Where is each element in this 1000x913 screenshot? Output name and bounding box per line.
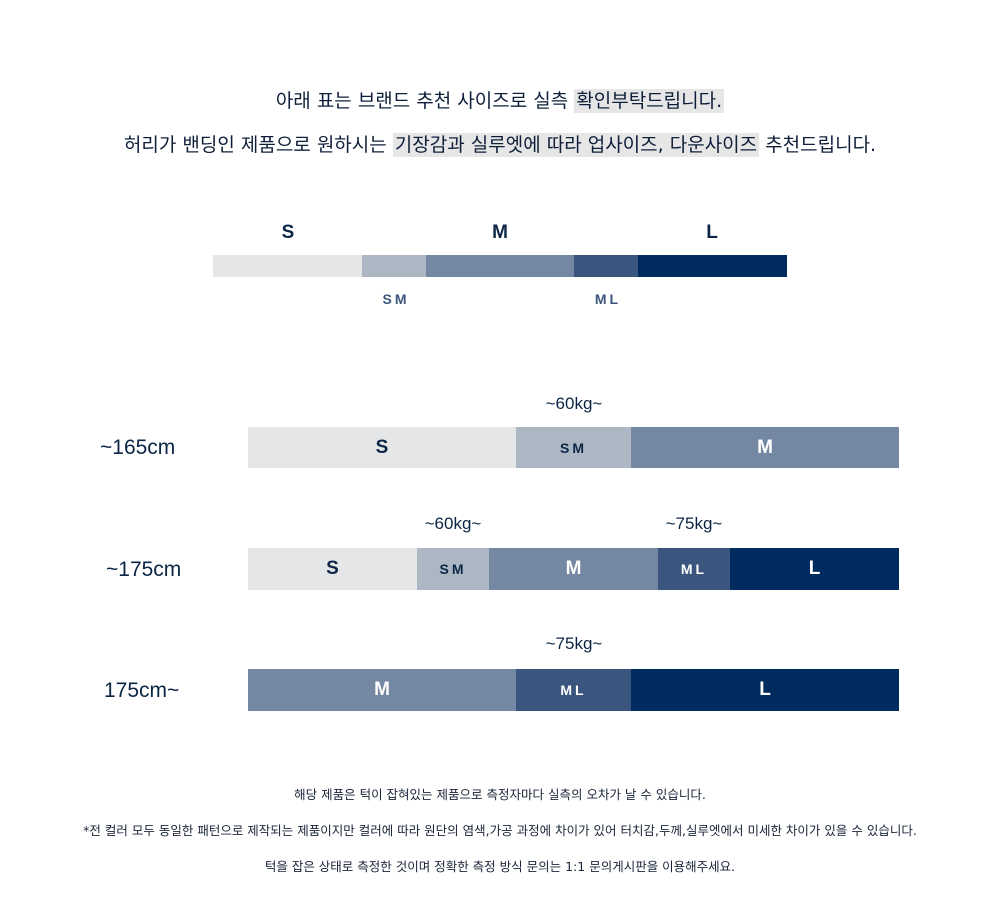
intro-line-2-highlight: 기장감과 실루엣에 따라 업사이즈, 다운사이즈 — [392, 133, 760, 157]
weight-marker: ~60kg~ — [545, 394, 603, 413]
size-segment-l: L — [730, 548, 899, 590]
intro-line-2: 허리가 밴딩인 제품으로 원하시는 기장감과 실루엣에 따라 업사이즈, 다운사… — [0, 130, 1000, 157]
size-segment-sm: SM — [516, 427, 631, 468]
size-row-175-plus: ~75kg~ 175cm~ M ML L — [0, 630, 1000, 720]
size-segment-ml: ML — [516, 669, 631, 711]
legend-bar-ml — [574, 255, 638, 277]
weight-marker: ~60kg~ — [424, 514, 482, 533]
note-line-1: 해당 제품은 턱이 잡혀있는 제품으로 측정자마다 실측의 오차가 날 수 있습… — [294, 787, 706, 802]
size-segment-m: M — [631, 427, 899, 468]
legend-sublabel-sm: SM — [382, 291, 410, 307]
legend-label-m: M — [492, 222, 508, 243]
size-segment-s: S — [248, 548, 417, 590]
size-segment-m: M — [248, 669, 516, 711]
height-label: 175cm~ — [104, 679, 180, 702]
weight-marker: ~75kg~ — [665, 514, 723, 533]
size-legend: S M L SM ML — [0, 0, 1000, 320]
legend-bar-l — [638, 255, 787, 277]
size-segment-ml: ML — [658, 548, 730, 590]
height-label: ~175cm — [106, 558, 182, 581]
intro-line-1: 아래 표는 브랜드 추천 사이즈로 실측 확인부탁드립니다. — [0, 86, 1000, 113]
intro-line-1-highlight: 확인부탁드립니다. — [574, 89, 725, 113]
size-segment-s: S — [248, 427, 516, 468]
legend-sublabel-ml: ML — [594, 291, 622, 307]
legend-bar-s — [213, 255, 362, 277]
size-row-175: ~60kg~ ~75kg~ ~175cm S SM M ML L — [0, 510, 1000, 600]
legend-label-l: L — [706, 222, 718, 243]
intro-line-2-suffix: 추천드립니다. — [759, 134, 877, 156]
size-segment-l: L — [631, 669, 899, 711]
intro-line-1-text: 아래 표는 브랜드 추천 사이즈로 실측 — [275, 90, 575, 112]
height-label: ~165cm — [100, 436, 176, 459]
intro-line-2-text: 허리가 밴딩인 제품으로 원하시는 — [123, 134, 393, 156]
size-row-165: ~60kg~ ~165cm S SM M — [0, 390, 1000, 480]
note-line-3: 턱을 잡은 상태로 측정한 것이며 정확한 측정 방식 문의는 1:1 문의게시… — [264, 859, 736, 874]
legend-bar-m — [426, 255, 574, 277]
legend-label-s: S — [281, 222, 295, 243]
legend-bar-sm — [362, 255, 426, 277]
note-line-2: *전 컬러 모두 동일한 패턴으로 제작되는 제품이지만 컬러에 따라 원단의 … — [83, 823, 917, 838]
size-segment-sm: SM — [417, 548, 489, 590]
weight-marker: ~75kg~ — [545, 634, 603, 653]
size-segment-m: M — [489, 548, 658, 590]
